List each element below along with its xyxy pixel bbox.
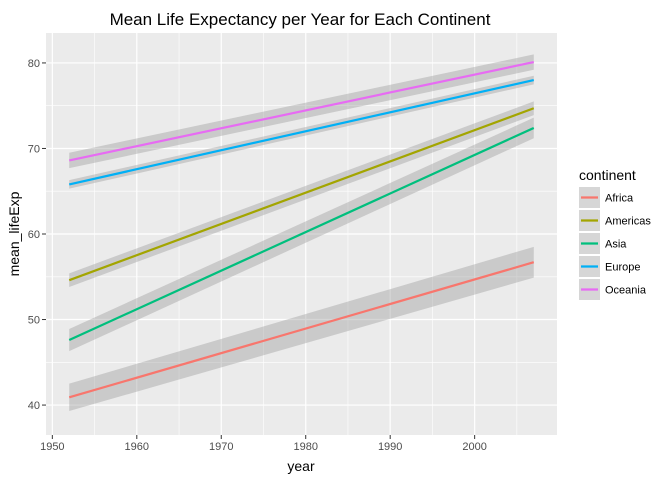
legend-item-americas: Americas: [579, 210, 651, 231]
legend-item-asia: Asia: [579, 233, 627, 254]
series-line-europe: [68, 78, 535, 186]
legend-label: Europe: [605, 262, 640, 274]
legend-item-europe: Europe: [579, 256, 640, 277]
y-tick-label: 50: [28, 315, 40, 327]
x-tick-label: 1980: [293, 441, 317, 453]
x-axis: 1950 1960 1970 1980 1990 2000: [40, 435, 487, 453]
chart-title: Mean Life Expectancy per Year for Each C…: [110, 10, 491, 29]
x-axis-label: year: [287, 458, 315, 474]
legend-label: Africa: [605, 193, 634, 205]
legend-title: continent: [579, 167, 636, 183]
y-tick-label: 40: [28, 400, 40, 412]
legend-label: Americas: [605, 216, 651, 228]
x-tick-label: 1960: [125, 441, 149, 453]
legend: continent Africa Americas Asia Europe Oceani…: [579, 167, 651, 300]
y-axis-label: mean_lifeExp: [6, 191, 22, 276]
legend-item-africa: Africa: [579, 187, 634, 208]
x-tick-label: 1970: [209, 441, 233, 453]
x-tick-label: 1990: [378, 441, 402, 453]
y-tick-label: 70: [28, 143, 40, 155]
series-line-asia: [68, 126, 535, 342]
legend-item-oceania: Oceania: [579, 279, 647, 300]
y-tick-label: 80: [28, 58, 40, 70]
series-line-africa: [68, 261, 535, 399]
series-line-oceania: [68, 61, 535, 162]
series-lines: [68, 61, 535, 399]
x-tick-label: 2000: [462, 441, 486, 453]
legend-items: Africa Americas Asia Europe Oceania: [579, 187, 651, 300]
legend-label: Oceania: [605, 285, 647, 297]
series-line-americas: [68, 107, 535, 282]
y-axis: 40 50 60 70 80: [28, 58, 46, 412]
legend-label: Asia: [605, 239, 627, 251]
y-tick-label: 60: [28, 229, 40, 241]
x-tick-label: 1950: [40, 441, 64, 453]
